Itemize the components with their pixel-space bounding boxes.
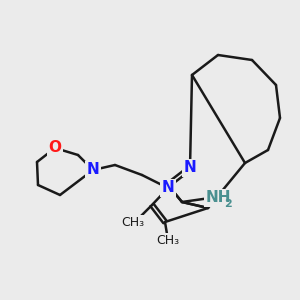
- Text: 2: 2: [224, 199, 232, 209]
- Text: CH₃: CH₃: [122, 215, 145, 229]
- Text: CH₃: CH₃: [156, 233, 180, 247]
- Text: NH: NH: [205, 190, 231, 206]
- Text: O: O: [49, 140, 62, 155]
- Text: N: N: [162, 181, 174, 196]
- Text: N: N: [184, 160, 196, 175]
- Text: N: N: [87, 163, 99, 178]
